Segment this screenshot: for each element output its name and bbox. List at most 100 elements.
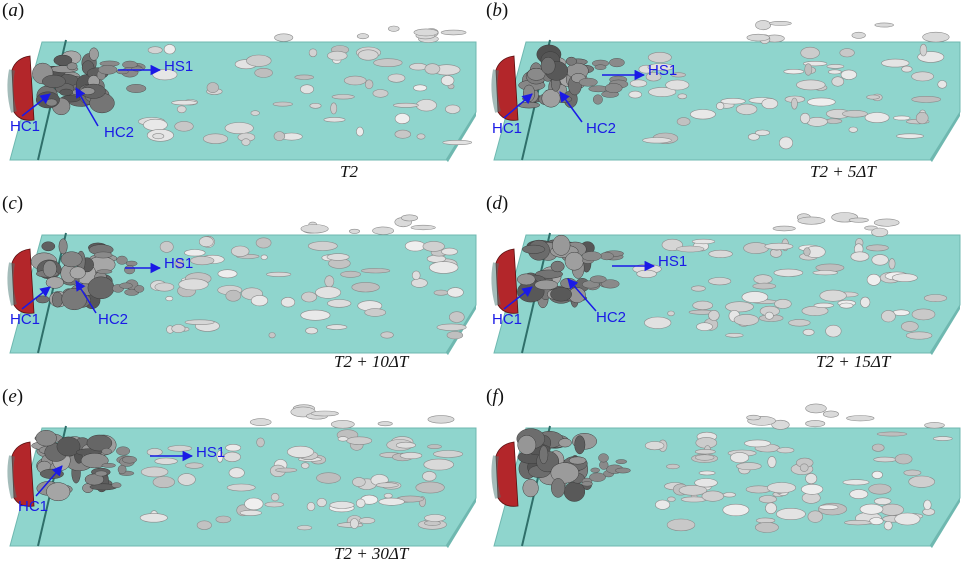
hairpin-vortex <box>326 324 348 330</box>
hairpin-vortex <box>177 473 196 486</box>
vortex-blob <box>79 87 96 95</box>
vortex-blob <box>45 98 58 107</box>
hairpin-vortex <box>802 328 815 336</box>
arrow-hc1 <box>35 465 63 497</box>
hairpin-vortex <box>185 462 204 469</box>
downstream-structures <box>150 214 467 340</box>
elevated-vortex <box>330 420 355 429</box>
wake-streak <box>96 269 113 274</box>
hairpin-vortex <box>812 270 838 276</box>
hairpin-vortex <box>416 133 426 140</box>
downstream-structures <box>644 403 953 533</box>
panel-a-hc2: HC2 <box>104 124 135 141</box>
vortex-blob <box>51 291 63 308</box>
elevated-vortex <box>924 422 945 429</box>
hairpin-vortex <box>223 451 241 462</box>
hairpin-vortex <box>764 242 794 250</box>
hairpin-vortex <box>667 496 676 502</box>
hairpin-vortex <box>805 473 818 485</box>
hairpin-vortex <box>844 520 872 526</box>
vortex-blob <box>551 478 566 498</box>
hairpin-vortex <box>743 242 769 254</box>
hairpin-vortex <box>849 489 869 499</box>
hairpin-vortex <box>178 278 209 291</box>
elevated-vortex <box>873 218 900 227</box>
hairpin-vortex <box>716 102 725 110</box>
obstacle-side <box>491 69 501 113</box>
arrow-hc2 <box>567 278 597 312</box>
vortex-blob <box>534 279 558 291</box>
elevated-vortex <box>440 29 467 36</box>
hairpin-vortex <box>326 253 350 261</box>
hairpin-vortex <box>911 96 942 103</box>
hairpin-vortex <box>842 110 868 118</box>
hairpin-vortex <box>399 452 423 460</box>
elevated-vortex <box>400 214 418 222</box>
wake-streak <box>594 64 607 70</box>
wake-streak <box>615 459 628 464</box>
hairpin-vortex <box>911 308 936 321</box>
hairpin-vortex <box>433 289 449 296</box>
hairpin-vortex <box>343 75 367 86</box>
hairpin-vortex <box>725 301 754 313</box>
hairpin-vortex <box>864 112 890 123</box>
hairpin-vortex <box>323 117 346 123</box>
hairpin-vortex <box>415 99 437 112</box>
hairpin-vortex <box>387 73 406 83</box>
hairpin-vortex <box>647 52 672 63</box>
hairpin-vortex <box>801 484 824 495</box>
hairpin-vortex <box>915 111 929 125</box>
arrow-hc1 <box>21 286 51 310</box>
hairpin-vortex <box>871 470 883 479</box>
hairpin-vortex <box>441 247 458 256</box>
hairpin-vortex <box>722 492 736 498</box>
vortex-blob <box>574 435 586 455</box>
wake-streak <box>590 275 607 284</box>
vortex-blob <box>84 473 105 486</box>
hairpin-vortex <box>644 316 672 329</box>
obstacle-side <box>491 262 501 306</box>
hairpin-vortex <box>905 331 933 340</box>
hairpin-vortex <box>152 476 175 488</box>
elevated-vortex <box>427 415 455 424</box>
hairpin-vortex <box>791 97 798 110</box>
hairpin-vortex <box>316 472 341 484</box>
hairpin-vortex <box>309 103 322 109</box>
panel-f: (f) <box>484 386 961 576</box>
elevated-vortex <box>310 410 339 417</box>
panel-b-hc2: HC2 <box>586 120 617 137</box>
vortex-blob <box>42 74 66 88</box>
vortex-blob <box>558 438 572 448</box>
hairpin-vortex <box>315 286 342 299</box>
hairpin-vortex <box>228 467 245 479</box>
hairpin-vortex <box>159 241 174 253</box>
hairpin-vortex <box>286 445 314 458</box>
elevated-vortex <box>413 28 439 37</box>
vortex-blob <box>568 456 587 465</box>
hairpin-vortex <box>818 504 839 510</box>
hairpin-vortex <box>840 69 857 80</box>
hairpin-vortex <box>839 48 855 58</box>
hairpin-vortex <box>373 58 403 68</box>
plate-edge <box>930 498 960 548</box>
panel-d-label: (d) <box>486 193 509 214</box>
hairpin-vortex <box>413 84 428 92</box>
hairpin-vortex <box>143 118 168 131</box>
hairpin-vortex <box>783 68 805 75</box>
hairpin-vortex <box>375 482 399 488</box>
hairpin-vortex <box>225 443 242 452</box>
hairpin-vortex <box>445 104 461 114</box>
hairpin-vortex <box>888 258 896 270</box>
hairpin-vortex <box>199 236 214 248</box>
hairpin-vortex <box>827 69 842 75</box>
hairpin-vortex <box>923 294 948 302</box>
wake-streak <box>593 94 603 105</box>
panel-c-render <box>7 214 477 355</box>
hairpin-vortex <box>678 485 708 496</box>
hairpin-vortex <box>231 245 250 257</box>
hairpin-vortex <box>796 79 826 91</box>
elevated-vortex <box>274 33 294 42</box>
hairpin-vortex <box>866 273 881 286</box>
wake-streak <box>117 464 127 475</box>
vortex-blob <box>66 62 78 71</box>
